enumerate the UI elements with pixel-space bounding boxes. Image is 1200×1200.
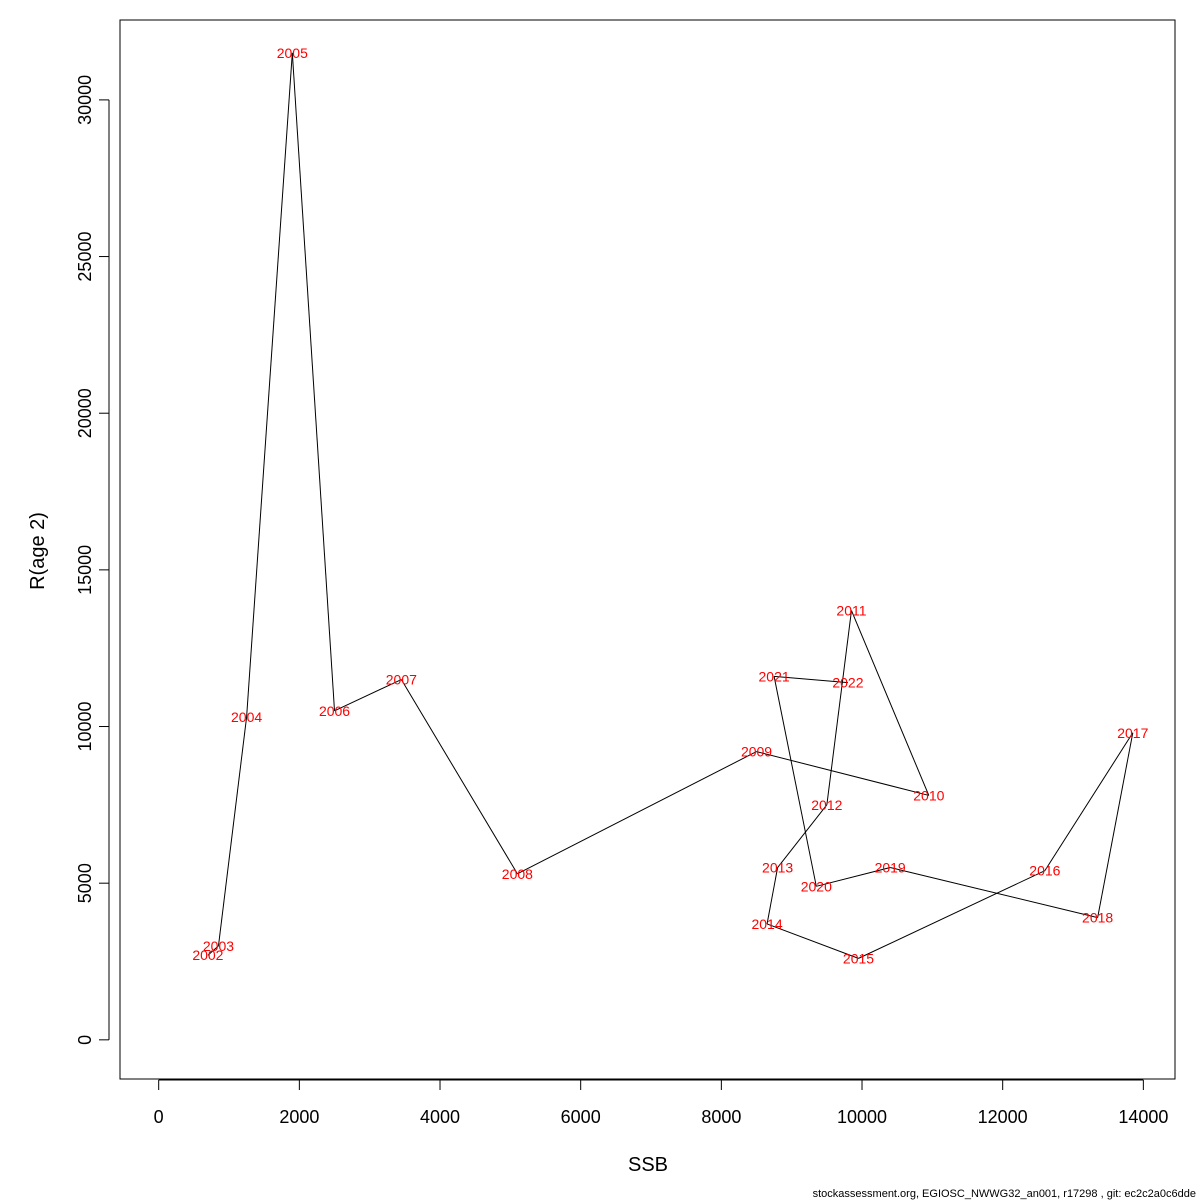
y-axis: 0 5000 10000 15000 20000 25000 30000	[75, 75, 110, 1045]
x-tick-label: 10000	[837, 1107, 887, 1127]
y-tick-label: 20000	[75, 388, 95, 438]
point-label-2009: 2009	[741, 744, 772, 760]
point-label-2010: 2010	[913, 787, 944, 803]
y-tick-label: 25000	[75, 232, 95, 282]
x-tick-label: 2000	[279, 1107, 319, 1127]
series-lines	[207, 52, 1134, 959]
x-axis: 0 2000 4000 6000 8000 10000 12000 14000	[154, 1079, 1168, 1127]
point-label-2021: 2021	[759, 668, 790, 684]
series-segment	[774, 675, 848, 684]
point-label-2003: 2003	[203, 938, 234, 954]
series-segment	[777, 804, 828, 868]
series-segment	[816, 867, 891, 887]
y-tick-label: 30000	[75, 75, 95, 125]
point-label-2020: 2020	[801, 878, 832, 894]
series-segment	[890, 867, 1098, 919]
series-segment	[207, 945, 219, 956]
series-segment	[826, 610, 852, 805]
series-segment	[851, 610, 930, 796]
series-segment	[400, 679, 518, 875]
footer-text: stockassessment.org, EGIOSC_NWWG32_an001…	[813, 1188, 1196, 1200]
point-label-2005: 2005	[277, 45, 308, 61]
point-label-2006: 2006	[319, 703, 350, 719]
series-segment	[291, 52, 336, 711]
series-segment	[1044, 732, 1134, 871]
series-segment	[1097, 732, 1134, 918]
point-label-2019: 2019	[875, 860, 906, 876]
point-label-2013: 2013	[762, 860, 793, 876]
y-tick-label: 15000	[75, 545, 95, 595]
point-label-2015: 2015	[843, 950, 874, 966]
point-label-2014: 2014	[751, 916, 782, 932]
series-segment	[773, 676, 817, 887]
y-tick-label: 10000	[75, 701, 95, 751]
x-tick-label: 6000	[561, 1107, 601, 1127]
plot-frame	[119, 19, 1176, 1080]
series-segment	[334, 679, 402, 712]
x-tick-label: 4000	[420, 1107, 460, 1127]
series-segment	[246, 52, 293, 718]
point-label-2016: 2016	[1029, 863, 1060, 879]
x-tick-label: 14000	[1118, 1107, 1168, 1127]
series-segment	[858, 870, 1046, 959]
x-tick-label: 8000	[701, 1107, 741, 1127]
x-tick-label: 0	[154, 1107, 164, 1127]
point-label-2012: 2012	[811, 797, 842, 813]
point-label-2004: 2004	[231, 709, 262, 725]
series-segment	[766, 923, 859, 959]
series-segment	[756, 751, 929, 796]
point-label-2002: 2002	[192, 947, 223, 963]
x-tick-label: 12000	[978, 1107, 1028, 1127]
y-tick-label: 5000	[75, 863, 95, 903]
series-segment	[217, 717, 248, 946]
y-axis-label: R(age 2)	[27, 512, 49, 590]
x-axis-label: SSB	[628, 1154, 668, 1176]
series-segment	[517, 751, 757, 875]
point-label-2022: 2022	[832, 675, 863, 691]
point-label-2011: 2011	[836, 603, 866, 619]
point-label-2018: 2018	[1082, 910, 1113, 926]
y-tick-label: 0	[75, 1035, 95, 1045]
point-label-2017: 2017	[1117, 725, 1148, 741]
point-label-2008: 2008	[502, 866, 533, 882]
point-label-2007: 2007	[386, 672, 417, 688]
series-segment	[766, 867, 779, 925]
